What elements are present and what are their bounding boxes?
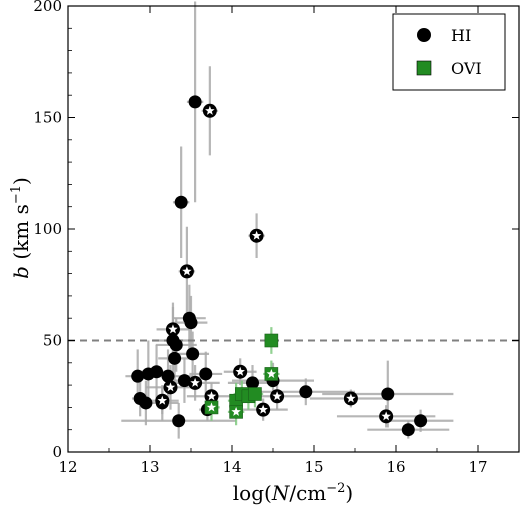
legend-hi-label: HI: [451, 26, 471, 45]
star-icon: [168, 324, 178, 334]
star-icon: [206, 402, 217, 412]
data-point-circle: [168, 351, 182, 365]
data-point-square: [264, 333, 279, 348]
data-point-circle: [186, 347, 200, 361]
y-tick-label: 150: [33, 109, 62, 127]
x-tick-label: 14: [222, 458, 241, 476]
data-point-circle: [169, 338, 183, 352]
x-tick-label: 17: [468, 458, 487, 476]
star-icon: [165, 382, 176, 392]
data-point-circle: [401, 423, 415, 437]
star-icon: [235, 366, 245, 376]
y-tick-label: 50: [43, 332, 62, 350]
data-point-circle: [172, 414, 186, 428]
data-point-circle: [161, 369, 175, 383]
legend: HI OVI: [392, 13, 506, 91]
star-icon: [258, 404, 268, 414]
y-tick-label: 200: [33, 0, 62, 15]
y-tick-label: 0: [52, 443, 62, 461]
star-icon: [206, 391, 217, 401]
star-icon: [190, 377, 200, 387]
star-icon: [272, 391, 282, 401]
legend-ovi-label: OVI: [451, 59, 482, 78]
x-tick-label: 12: [58, 458, 77, 476]
data-point-circle: [177, 374, 191, 388]
data-point-circle: [139, 396, 153, 410]
legend-hi-marker: [417, 28, 431, 42]
axis-ticks: 12 13 14 15 16 17 0 50 100 150 200: [33, 0, 519, 476]
data-point-circle: [381, 387, 395, 401]
y-axis-label: b (km s−1): [9, 177, 33, 279]
y-tick-label: 100: [33, 220, 62, 238]
data-point-circle: [414, 414, 428, 428]
data-point-circle: [174, 195, 188, 209]
data-point-circle: [299, 385, 313, 399]
data-point-circle: [131, 369, 145, 383]
star-icon: [231, 406, 241, 416]
data-point-square: [248, 387, 262, 401]
legend-ovi-marker: [416, 60, 432, 76]
star-icon: [251, 230, 262, 240]
data-point-circle: [246, 376, 259, 390]
data-point-circle: [184, 316, 198, 330]
star-icon: [157, 395, 168, 405]
star-icon: [346, 393, 356, 403]
star-icon: [205, 105, 215, 115]
x-tick-label: 13: [140, 458, 159, 476]
star-icon: [381, 411, 391, 421]
star-icon: [266, 368, 277, 378]
legend-box: [392, 13, 506, 91]
data-point-circle: [188, 95, 202, 109]
x-tick-label: 16: [386, 458, 405, 476]
x-tick-label: 15: [304, 458, 323, 476]
data-point-circle: [199, 367, 213, 381]
x-axis-label: log(N/cm−2): [233, 481, 353, 505]
star-icon: [182, 266, 192, 276]
data-markers: [131, 95, 428, 437]
data-point-circle: [150, 365, 164, 379]
